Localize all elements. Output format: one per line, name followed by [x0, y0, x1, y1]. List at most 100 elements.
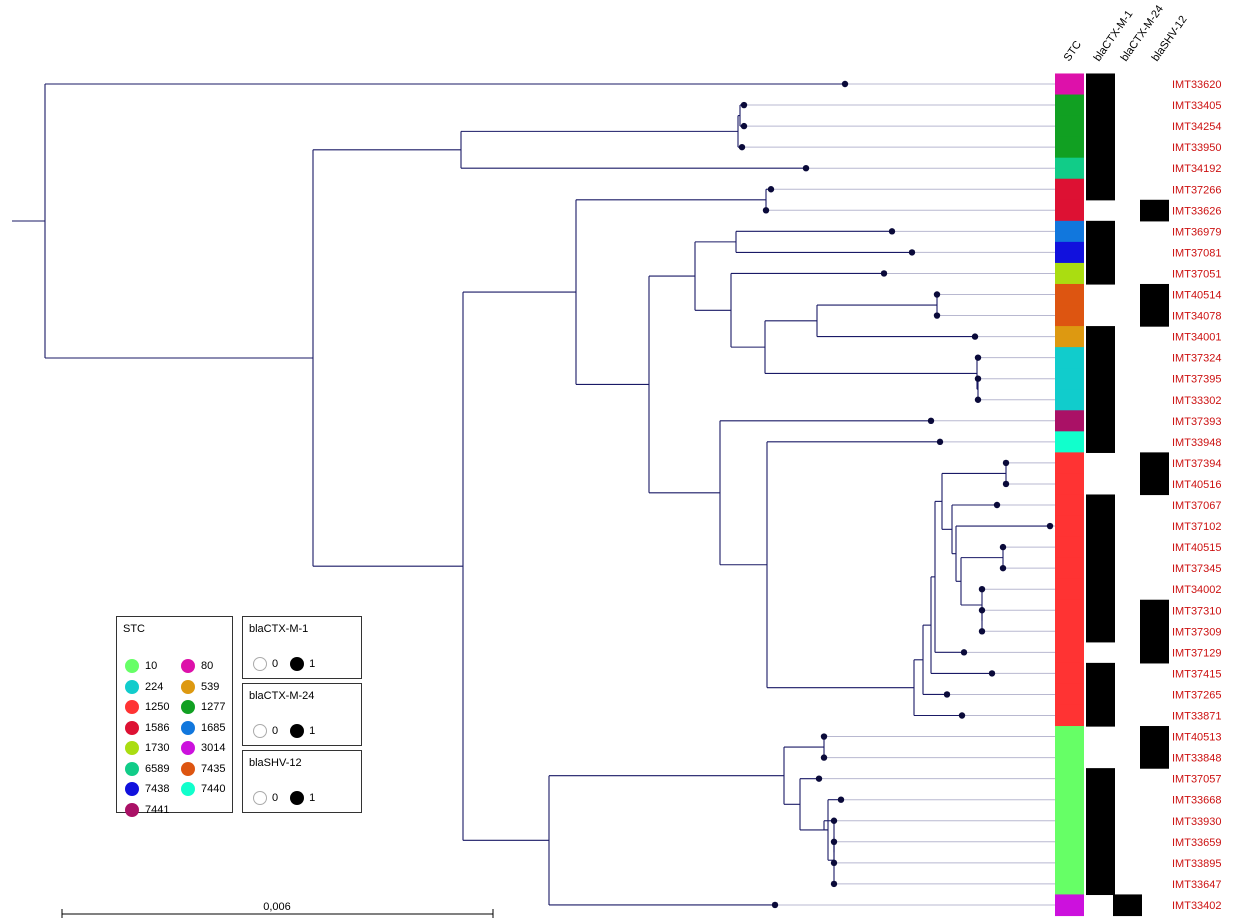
stc-swatch-icon: [125, 700, 139, 714]
leaf-node-dot: [830, 859, 838, 867]
stc-swatch-icon: [125, 679, 139, 694]
tip-label: IMT37081: [1172, 247, 1222, 259]
ctx-m-1-cell: [1086, 515, 1115, 538]
leaf-node-dot: [993, 501, 1001, 509]
ctx-m-1-cell: [1086, 599, 1115, 622]
ctx-m-1-cell: [1086, 326, 1115, 348]
tip-label: IMT37310: [1172, 605, 1222, 617]
stc-swatch-icon: [181, 741, 195, 755]
leaf-node-dot: [762, 207, 770, 214]
ctx-m-1-cell: [1086, 410, 1115, 432]
stc-cell: [1055, 578, 1084, 601]
stc-cell: [1055, 768, 1084, 790]
ctx-m-1-cell: [1086, 536, 1115, 559]
stc-legend-entry: 80: [181, 658, 213, 674]
stc-legend-label: 1685: [201, 721, 226, 734]
shv-12-cell: [1140, 305, 1169, 327]
ctx-m-24-cell: [1113, 894, 1142, 917]
ctx-m-1-cell: [1086, 557, 1115, 580]
stc-cell: [1055, 747, 1084, 769]
stc-cell: [1055, 789, 1084, 811]
stc-legend-label: 10: [145, 660, 158, 672]
tip-label: IMT33402: [1172, 900, 1222, 912]
ctx-m-1-cell: [1086, 578, 1115, 601]
tip-label: IMT37067: [1172, 500, 1222, 512]
stc-legend-label: 6589: [145, 762, 170, 775]
stc-legend-entry: 7435: [181, 761, 225, 777]
stc-cell: [1055, 283, 1084, 306]
tip-label: IMT37395: [1172, 374, 1222, 386]
leaf-node-dot: [841, 80, 849, 88]
ctx-m-1-cell: [1086, 157, 1115, 180]
stc-cell: [1055, 473, 1084, 496]
stc-cell: [1055, 683, 1084, 706]
present-circle-icon: [290, 724, 305, 738]
absent-label: 0: [272, 792, 279, 804]
stc-legend-entry: 10: [125, 658, 157, 674]
absent-circle-icon: [253, 724, 267, 738]
tip-label: IMT33647: [1172, 879, 1222, 891]
stc-legend-entry: 7440: [181, 781, 225, 797]
stc-cell: [1055, 305, 1084, 327]
tip-label: IMT37394: [1172, 458, 1222, 470]
leaf-node-dot: [740, 122, 748, 130]
stc-legend-entry: 1685: [181, 720, 225, 736]
tip-label: IMT34254: [1172, 121, 1222, 133]
stc-cell: [1055, 515, 1084, 538]
tip-label: IMT37265: [1172, 689, 1222, 701]
shv-12-cell: [1140, 452, 1169, 475]
leaf-node-dot: [820, 754, 828, 761]
shv-12-cell: [1140, 199, 1169, 222]
tip-label: IMT37057: [1172, 774, 1222, 786]
tip-label: IMT33895: [1172, 858, 1222, 870]
present-circle-icon: [290, 657, 305, 671]
leaf-node-dot: [960, 649, 968, 656]
ctx-m-1-cell: [1086, 662, 1115, 685]
leaf-node-dot: [936, 438, 944, 446]
tip-label: IMT37102: [1172, 521, 1222, 533]
absent-circle-icon: [253, 657, 267, 671]
stc-cell: [1055, 452, 1084, 475]
stc-legend-label: 80: [201, 660, 214, 672]
stc-swatch-icon: [125, 782, 139, 796]
stc-cell: [1055, 873, 1084, 896]
tip-label: IMT33871: [1172, 711, 1222, 723]
leaf-node-dot: [1002, 480, 1010, 488]
leaf-node-dot: [933, 291, 941, 298]
tip-label: IMT37051: [1172, 268, 1222, 280]
shv-12-cell: [1140, 473, 1169, 496]
stc-cell: [1055, 662, 1084, 685]
leaf-node-dot: [1002, 459, 1010, 467]
leaf-node-dot: [958, 712, 966, 719]
ctx-m-24-legend: blaCTX-M-24 0 1: [242, 683, 362, 746]
ctx-m-24-legend-title: blaCTX-M-24: [249, 690, 315, 702]
ctx-m-1-cell: [1086, 178, 1115, 201]
tip-label: IMT34002: [1172, 584, 1222, 596]
leaf-node-dot: [927, 417, 935, 424]
ctx-m-1-cell: [1086, 115, 1115, 138]
present-label: 1: [309, 658, 316, 670]
ctx-m-1-cell: [1086, 873, 1115, 896]
stc-legend-entry: 224: [125, 679, 163, 695]
tip-label: IMT40515: [1172, 542, 1222, 554]
ctx-m-1-cell: [1086, 704, 1115, 727]
ctx-m-1-cell: [1086, 347, 1115, 369]
ctx-m-1-cell: [1086, 810, 1115, 832]
leaf-node-dot: [738, 143, 746, 151]
leaf-node-dot: [830, 880, 838, 888]
stc-cell: [1055, 157, 1084, 180]
ctx-m-1-cell: [1086, 220, 1115, 243]
stc-cell: [1055, 831, 1084, 853]
stc-cell: [1055, 94, 1084, 117]
stc-cell: [1055, 557, 1084, 580]
ctx-m-1-cell: [1086, 262, 1115, 285]
leaf-node-dot: [815, 775, 823, 782]
leaf-node-dot: [771, 901, 779, 909]
stc-cell: [1055, 178, 1084, 201]
absent-label: 0: [272, 725, 279, 737]
leaf-node-dot: [974, 375, 982, 382]
scale-bar-label: 0,006: [263, 901, 291, 913]
stc-swatch-icon: [181, 782, 195, 796]
leaf-node-dot: [943, 691, 951, 698]
